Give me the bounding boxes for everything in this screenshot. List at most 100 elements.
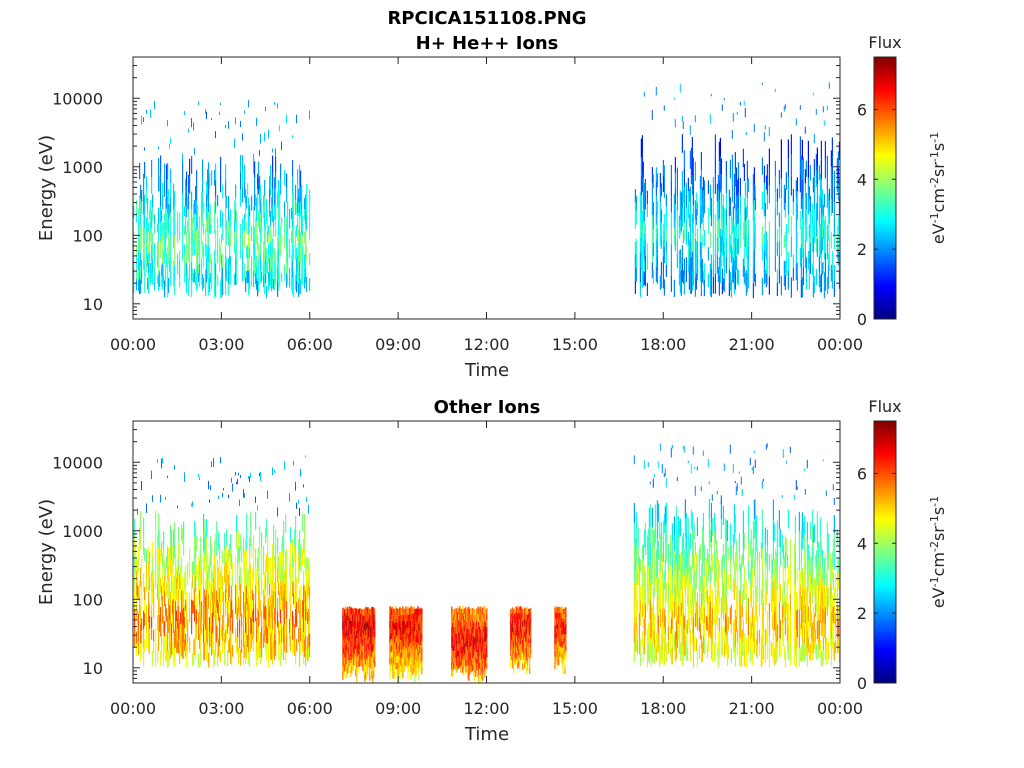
flux-cell	[294, 545, 296, 561]
flux-cell	[643, 246, 645, 260]
flux-cell	[742, 258, 744, 277]
flux-cell	[173, 196, 175, 210]
flux-cell	[524, 644, 526, 651]
flux-cell	[408, 640, 410, 647]
flux-cell	[246, 531, 248, 550]
flux-cell	[240, 172, 242, 190]
flux-cell	[649, 600, 651, 620]
flux-cell	[218, 567, 220, 586]
flux-cell	[773, 648, 775, 666]
flux-cell	[723, 583, 725, 599]
flux-cell	[415, 622, 417, 629]
flux-cell	[360, 648, 362, 655]
flux-cell	[267, 595, 269, 612]
flux-cell	[646, 648, 648, 668]
flux-cell	[394, 664, 396, 672]
flux-cell	[483, 625, 485, 633]
flux-cell	[298, 242, 300, 257]
flux-cell	[182, 153, 183, 164]
flux-cell	[345, 651, 347, 659]
flux-cell	[149, 261, 151, 272]
flux-cell	[459, 624, 461, 631]
flux-cell	[292, 210, 294, 228]
flux-cell	[511, 634, 513, 640]
flux-cell	[206, 589, 208, 608]
flux-cell	[200, 568, 202, 585]
flux-cell	[405, 612, 407, 619]
flux-cell	[248, 221, 250, 235]
flux-cell	[417, 636, 419, 643]
flux-cell	[264, 132, 265, 142]
flux-cell	[679, 219, 681, 235]
flux-cell	[359, 660, 361, 667]
flux-cell	[371, 635, 373, 643]
flux-cell	[307, 574, 309, 588]
flux-cell	[299, 213, 301, 230]
flux-cell	[692, 617, 694, 634]
flux-cell	[484, 656, 486, 664]
flux-cell	[779, 620, 781, 639]
flux-cell	[371, 621, 373, 629]
flux-cell	[176, 631, 178, 643]
flux-cell	[158, 599, 160, 617]
flux-cell	[722, 194, 724, 207]
flux-cell	[520, 627, 522, 634]
flux-cell	[634, 570, 636, 587]
flux-cell	[230, 256, 232, 266]
flux-cell	[681, 116, 683, 122]
flux-cell	[247, 598, 249, 611]
flux-cell	[151, 628, 153, 640]
flux-cell	[717, 174, 719, 191]
flux-cell	[664, 542, 666, 561]
flux-cell	[692, 650, 694, 668]
flux-cell	[776, 624, 778, 642]
flux-cell	[651, 262, 653, 279]
flux-cell	[390, 652, 392, 660]
flux-cell	[762, 616, 764, 631]
flux-cell	[168, 278, 170, 293]
flux-cell	[402, 613, 404, 621]
flux-cell	[674, 554, 676, 570]
flux-cell	[134, 518, 136, 537]
flux-cell	[158, 174, 160, 192]
flux-cell	[400, 665, 402, 673]
flux-cell	[213, 590, 215, 604]
flux-cell	[217, 217, 219, 230]
flux-cell	[148, 282, 150, 293]
flux-cell	[802, 212, 804, 231]
flux-cell	[778, 170, 780, 185]
flux-cell	[709, 114, 711, 125]
flux-cell	[710, 522, 712, 542]
flux-cell	[823, 220, 825, 234]
flux-cell	[136, 211, 138, 223]
flux-cell	[720, 174, 722, 190]
flux-cell	[721, 569, 723, 584]
flux-cell	[460, 660, 462, 667]
flux-cell	[143, 648, 145, 667]
flux-cell	[642, 192, 644, 209]
flux-cell	[194, 520, 196, 538]
flux-cell	[390, 613, 392, 620]
flux-cell	[370, 626, 372, 633]
flux-cell	[308, 634, 310, 648]
flux-cell	[265, 229, 267, 239]
flux-cell	[191, 244, 193, 262]
flux-cell	[743, 198, 745, 216]
flux-cell	[170, 168, 172, 184]
flux-cell	[146, 217, 148, 232]
flux-cell	[735, 196, 737, 212]
flux-cell	[214, 201, 216, 218]
flux-cell	[789, 593, 791, 612]
flux-cell	[290, 589, 292, 605]
flux-cell	[309, 202, 311, 215]
flux-cell	[525, 613, 527, 620]
flux-cell	[721, 230, 723, 244]
flux-cell	[485, 647, 487, 655]
flux-cell	[355, 662, 357, 670]
flux-cell	[418, 652, 420, 660]
flux-cell	[758, 642, 760, 656]
flux-cell	[302, 216, 304, 226]
flux-cell	[299, 507, 300, 516]
flux-cell	[485, 654, 487, 661]
flux-cell	[201, 258, 203, 272]
